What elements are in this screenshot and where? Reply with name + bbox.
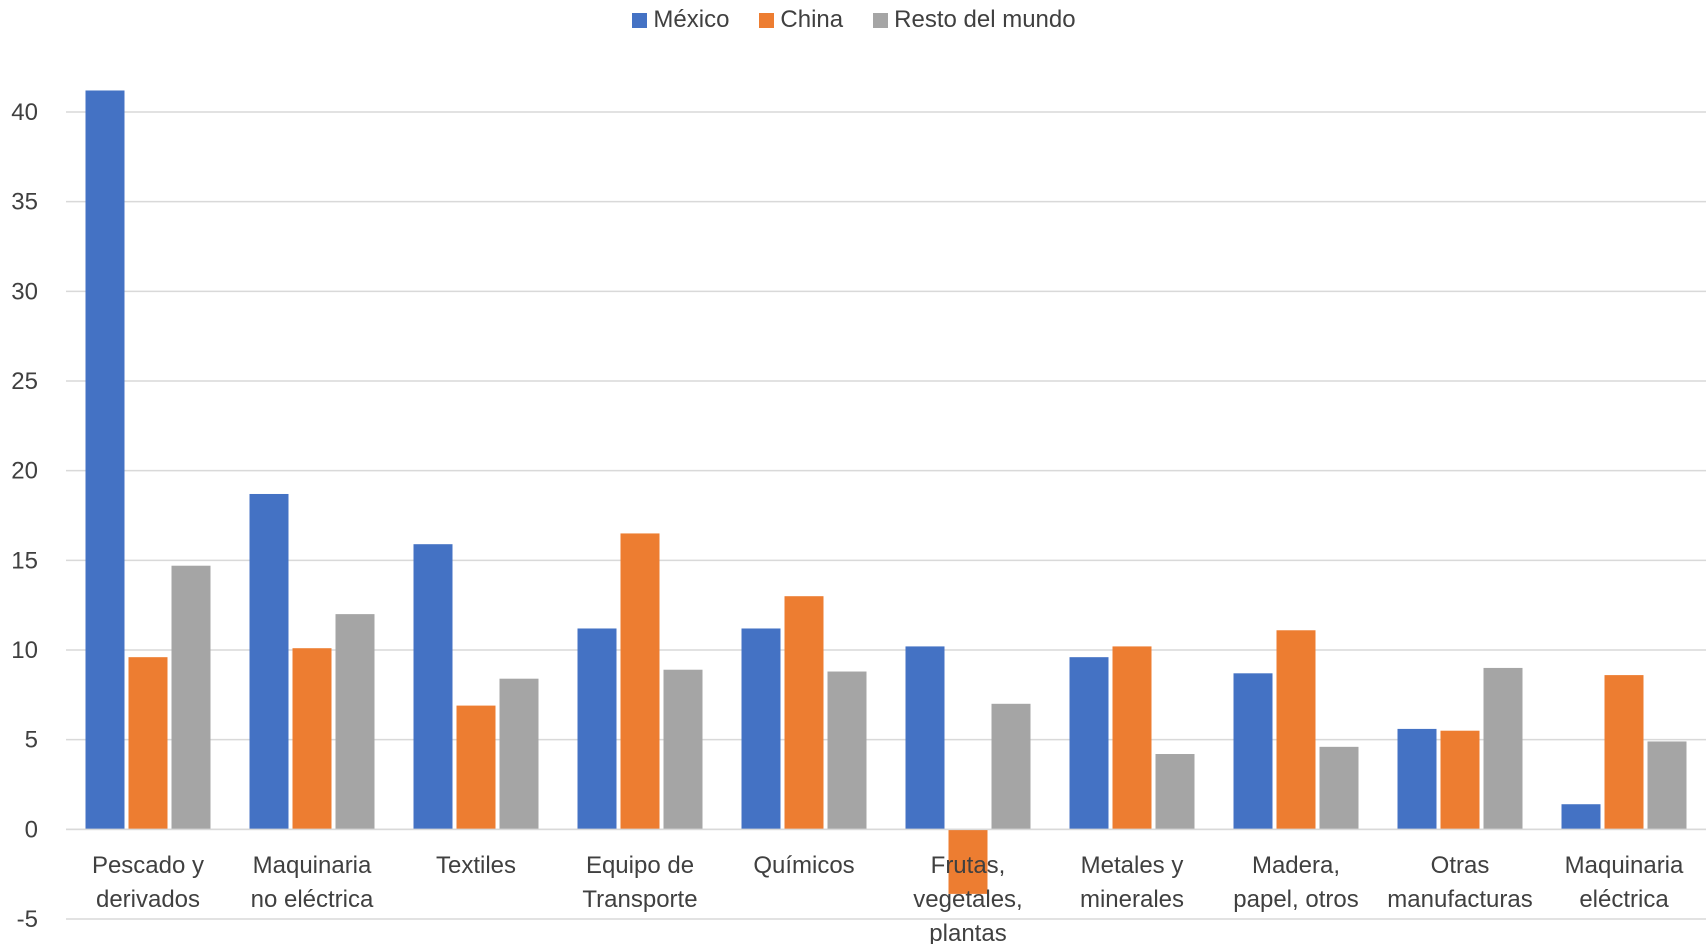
legend-item: China (759, 6, 843, 34)
y-tick-label: 10 (11, 637, 38, 664)
legend-swatch (632, 12, 648, 28)
y-tick-label: 30 (11, 278, 38, 305)
y-tick-label: 0 (25, 816, 38, 843)
bar-resto-del-mundo (335, 614, 375, 830)
y-tick-label: 5 (25, 727, 38, 754)
bar-resto-del-mundo (827, 671, 867, 830)
bar-china (620, 533, 660, 830)
legend-item: Resto del mundo (873, 6, 1076, 34)
x-tick-label: Frutas, vegetales, plantas (913, 852, 1022, 944)
y-tick-label: 20 (11, 458, 38, 485)
x-tick-label: Químicos (753, 852, 854, 879)
y-tick-label: 25 (11, 368, 38, 395)
x-tick-label: Equipo de Transporte (582, 852, 697, 913)
chart-legend: México China Resto del mundo (0, 6, 1708, 34)
legend-label: Resto del mundo (894, 6, 1076, 33)
bar-resto-del-mundo (991, 703, 1031, 830)
x-tick-label: Metales y minerales (1080, 852, 1184, 913)
bar-mexico (1233, 673, 1273, 830)
bar-mexico (577, 628, 617, 830)
y-tick-label: 40 (11, 99, 38, 126)
bar-china (1112, 646, 1152, 830)
bar-resto-del-mundo (1647, 741, 1687, 830)
bar-resto-del-mundo (171, 565, 211, 830)
bar-mexico (1069, 657, 1109, 830)
legend-label: México (653, 6, 730, 33)
legend-swatch (759, 12, 775, 28)
x-tick-label: Madera, papel, otros (1233, 852, 1358, 913)
x-tick-label: Otras manufacturas (1387, 852, 1532, 913)
bar-china (292, 648, 332, 830)
bar-resto-del-mundo (1155, 754, 1195, 830)
y-tick-label: 15 (11, 547, 38, 574)
bar-mexico (741, 628, 781, 830)
bar-mexico (85, 90, 125, 830)
bar-china (1276, 630, 1316, 830)
bar-mexico (1397, 728, 1437, 830)
bar-china (128, 657, 168, 830)
bar-resto-del-mundo (663, 669, 703, 830)
bar-china (1604, 675, 1644, 830)
legend-item: México (632, 6, 729, 34)
bar-china (456, 705, 496, 830)
bar-mexico (249, 493, 289, 830)
x-tick-label: Textiles (436, 852, 516, 879)
legend-label: China (780, 6, 844, 33)
y-tick-label: -5 (17, 906, 38, 933)
bar-mexico (413, 544, 453, 830)
bar-china (948, 829, 988, 894)
bar-mexico (1561, 804, 1601, 830)
bar-china (1440, 730, 1480, 830)
bar-mexico (905, 646, 945, 830)
bar-resto-del-mundo (1483, 667, 1523, 830)
x-tick-label: Pescado y derivados (92, 852, 204, 913)
bar-resto-del-mundo (1319, 746, 1359, 830)
legend-swatch (873, 12, 889, 28)
bar-china (784, 596, 824, 830)
x-tick-label: Maquinaria no eléctrica (251, 852, 374, 913)
x-tick-label: Maquinaria eléctrica (1565, 852, 1684, 913)
y-tick-label: 35 (11, 189, 38, 216)
bar-resto-del-mundo (499, 678, 539, 830)
